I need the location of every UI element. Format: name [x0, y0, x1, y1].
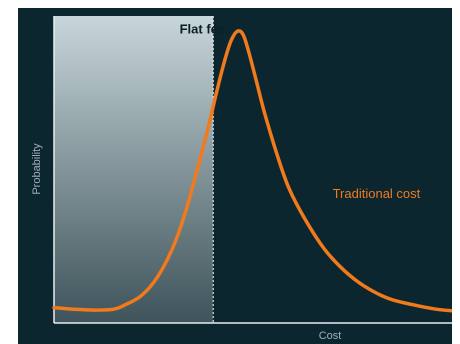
chart-frame: Flat fee Traditional cost Probability Co… — [18, 8, 452, 344]
chart-svg: Flat fee Traditional cost Probability Co… — [31, 16, 452, 342]
y-axis-title: Probability — [31, 143, 43, 195]
traditional-cost-line — [52, 29, 452, 313]
traditional-cost-label: Traditional cost — [333, 186, 421, 201]
flat-fee-label: Flat fee — [180, 21, 226, 36]
flat-fee-region — [54, 16, 214, 323]
x-axis-title: Cost — [319, 330, 342, 342]
